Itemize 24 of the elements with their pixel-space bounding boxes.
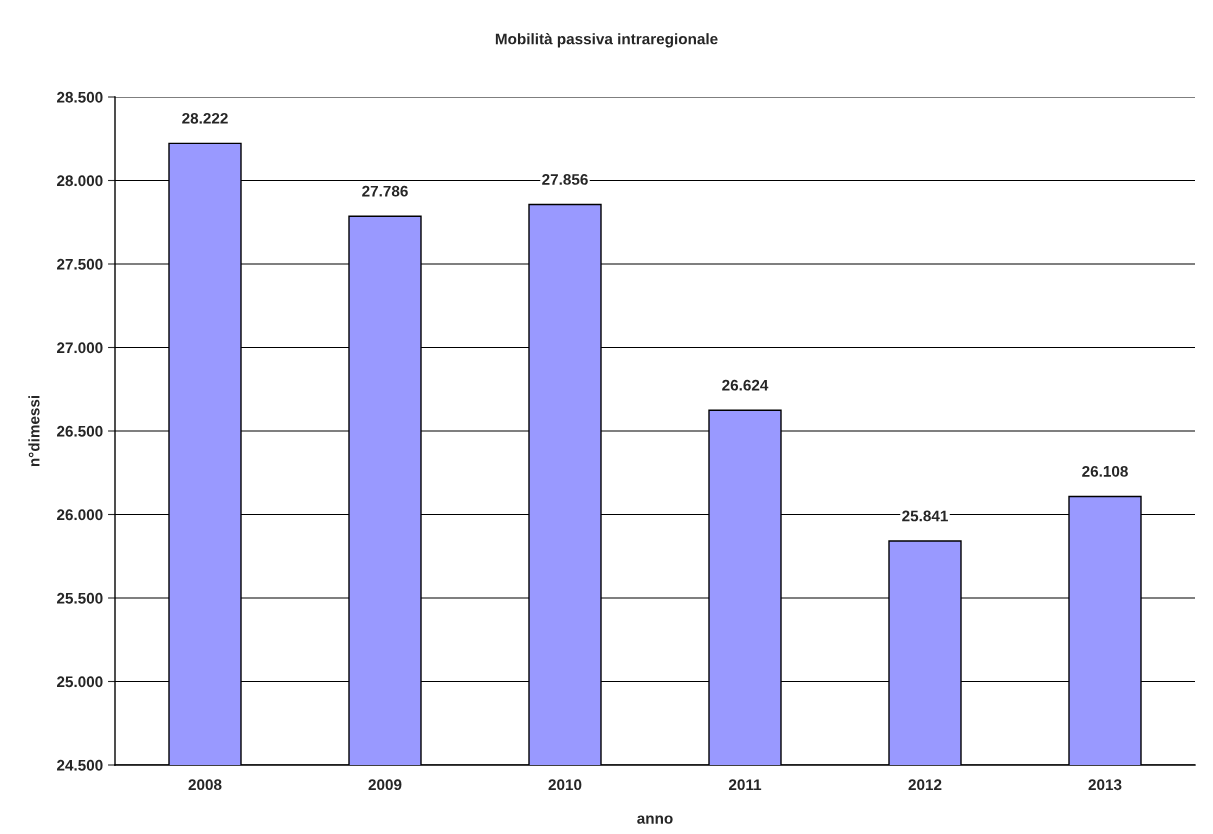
y-tick-label: 25.000	[57, 676, 103, 688]
x-tick-label: 2008	[188, 779, 222, 791]
x-tick-label: 2011	[728, 779, 762, 791]
x-tick-label: 2010	[548, 779, 582, 791]
x-tick-label: 2009	[368, 779, 402, 791]
x-tick-label: 2012	[908, 779, 942, 791]
chart-title: Mobilità passiva intraregionale	[495, 33, 718, 48]
data-label: 26.624	[722, 379, 769, 391]
data-label: 27.786	[362, 185, 408, 197]
data-label: 26.108	[1082, 465, 1128, 477]
y-tick-label: 25.500	[57, 592, 103, 604]
data-label: 27.856	[542, 174, 588, 185]
y-axis-title: n°dimessi	[28, 395, 40, 467]
y-tick-label: 26.500	[57, 425, 103, 437]
y-tick-label: 28.000	[57, 175, 103, 187]
x-tick-label: 2013	[1088, 779, 1122, 791]
y-tick-label: 28.500	[57, 91, 103, 103]
y-tick-label: 27.000	[57, 342, 103, 354]
y-tick-label: 26.000	[57, 509, 103, 521]
y-tick-label: 24.500	[57, 759, 103, 771]
y-tick-label: 27.500	[57, 258, 103, 270]
x-axis-title: anno	[637, 815, 673, 824]
data-label: 28.222	[182, 112, 228, 124]
data-label: 25.841	[902, 510, 948, 522]
